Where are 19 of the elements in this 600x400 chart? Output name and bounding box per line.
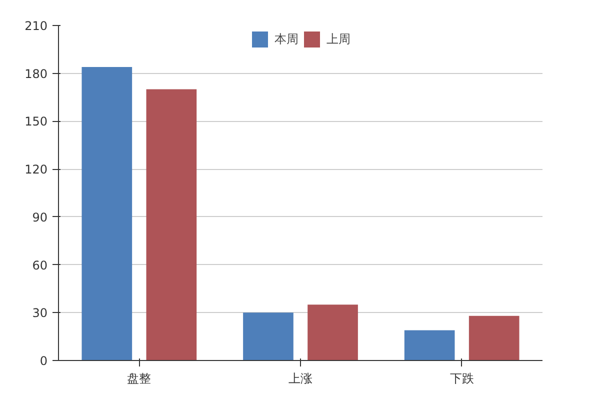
y-tick-label: 120 [24, 162, 48, 177]
legend-label: 本周 [274, 30, 298, 48]
bar [146, 89, 197, 360]
bar [243, 312, 294, 360]
bar [468, 316, 520, 360]
bar [404, 330, 455, 360]
x-tick-label: 上涨 [288, 372, 312, 386]
x-tick-label: 盘整 [127, 372, 152, 386]
y-tick-label: 0 [40, 354, 48, 368]
y-tick-label: 210 [24, 19, 48, 33]
y-tick-label: 180 [24, 66, 48, 81]
y-tick-label: 60 [32, 258, 48, 272]
y-tick-label: 90 [32, 210, 48, 224]
y-tick-label: 30 [32, 306, 48, 320]
legend-label: 上周 [326, 30, 350, 48]
bar [82, 66, 132, 360]
y-tick-label: 150 [24, 114, 48, 129]
x-tick-label: 下跌 [450, 372, 474, 386]
bar [308, 304, 358, 360]
